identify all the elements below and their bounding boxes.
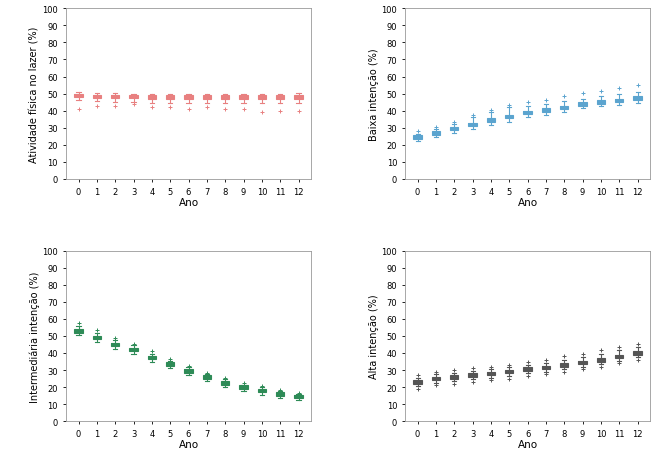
PathPatch shape: [185, 96, 193, 100]
Y-axis label: Intermediária intenção (%): Intermediária intenção (%): [29, 271, 39, 402]
PathPatch shape: [203, 375, 211, 379]
PathPatch shape: [239, 386, 248, 389]
X-axis label: Ano: Ano: [179, 439, 198, 449]
PathPatch shape: [221, 382, 229, 385]
PathPatch shape: [74, 94, 83, 98]
PathPatch shape: [578, 103, 587, 106]
PathPatch shape: [129, 348, 138, 351]
PathPatch shape: [487, 119, 495, 123]
PathPatch shape: [239, 96, 248, 100]
PathPatch shape: [276, 392, 284, 396]
PathPatch shape: [148, 96, 156, 100]
PathPatch shape: [468, 374, 477, 377]
PathPatch shape: [487, 372, 495, 375]
PathPatch shape: [542, 366, 550, 369]
PathPatch shape: [93, 336, 101, 339]
PathPatch shape: [615, 355, 623, 358]
PathPatch shape: [93, 95, 101, 99]
PathPatch shape: [148, 356, 156, 359]
PathPatch shape: [221, 96, 229, 100]
PathPatch shape: [294, 395, 303, 398]
PathPatch shape: [74, 329, 83, 333]
PathPatch shape: [560, 363, 568, 367]
PathPatch shape: [524, 112, 532, 115]
PathPatch shape: [203, 96, 211, 100]
PathPatch shape: [258, 96, 266, 100]
PathPatch shape: [111, 96, 120, 99]
PathPatch shape: [450, 375, 459, 379]
PathPatch shape: [166, 363, 174, 366]
PathPatch shape: [597, 101, 605, 105]
PathPatch shape: [450, 128, 459, 131]
PathPatch shape: [505, 370, 513, 374]
PathPatch shape: [129, 96, 138, 99]
PathPatch shape: [524, 368, 532, 371]
PathPatch shape: [111, 343, 120, 346]
PathPatch shape: [633, 97, 642, 100]
PathPatch shape: [413, 381, 422, 384]
PathPatch shape: [166, 96, 174, 100]
Y-axis label: Baixa intenção (%): Baixa intenção (%): [369, 48, 378, 141]
PathPatch shape: [413, 136, 422, 139]
PathPatch shape: [633, 351, 642, 355]
PathPatch shape: [597, 358, 605, 362]
PathPatch shape: [294, 96, 303, 100]
PathPatch shape: [615, 100, 623, 103]
PathPatch shape: [560, 106, 568, 110]
PathPatch shape: [185, 369, 193, 373]
PathPatch shape: [578, 361, 587, 364]
PathPatch shape: [258, 389, 266, 392]
X-axis label: Ano: Ano: [518, 198, 537, 207]
PathPatch shape: [468, 123, 477, 127]
Y-axis label: Alta intenção (%): Alta intenção (%): [369, 294, 378, 378]
Y-axis label: Atividade física no lazer (%): Atividade física no lazer (%): [30, 26, 39, 163]
X-axis label: Ano: Ano: [518, 439, 537, 449]
PathPatch shape: [542, 109, 550, 113]
X-axis label: Ano: Ano: [179, 198, 198, 207]
PathPatch shape: [432, 377, 440, 381]
PathPatch shape: [432, 132, 440, 135]
PathPatch shape: [276, 96, 284, 100]
PathPatch shape: [505, 116, 513, 119]
